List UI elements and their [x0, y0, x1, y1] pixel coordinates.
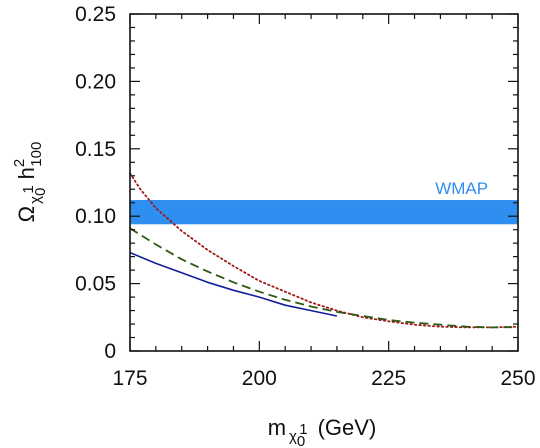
series-dotted-line: [129, 172, 519, 329]
series-dashed-line: [129, 227, 519, 329]
x-tick-label: 175: [112, 367, 147, 390]
y-tick-label: 0.05: [75, 273, 116, 296]
y-tick-label: 0.25: [75, 3, 116, 26]
x-tick-label: 200: [242, 367, 277, 390]
y-tick-label: 0.15: [75, 138, 116, 161]
wmap-label: WMAP: [435, 179, 488, 198]
series-solid-line: [129, 251, 338, 317]
x-tick-label: 250: [500, 367, 535, 390]
wmap-band: [130, 200, 518, 225]
y-tick-label: 0: [104, 340, 116, 363]
y-tick-label: 0.20: [75, 70, 116, 93]
wmap-band-layer: WMAP: [130, 179, 518, 225]
y-tick-label: 0.10: [75, 205, 116, 228]
ticks-layer: 175 200 225 250 0 0.05 0.10 0.15 0.20 0.25: [75, 3, 535, 390]
x-axis-title: m χ01 (GeV): [268, 415, 377, 448]
series-layer: [129, 172, 519, 329]
y-axis-title: Ωχ01h2100: [11, 142, 49, 223]
x-tick-label: 225: [371, 367, 406, 390]
plot-frame: [129, 13, 519, 352]
